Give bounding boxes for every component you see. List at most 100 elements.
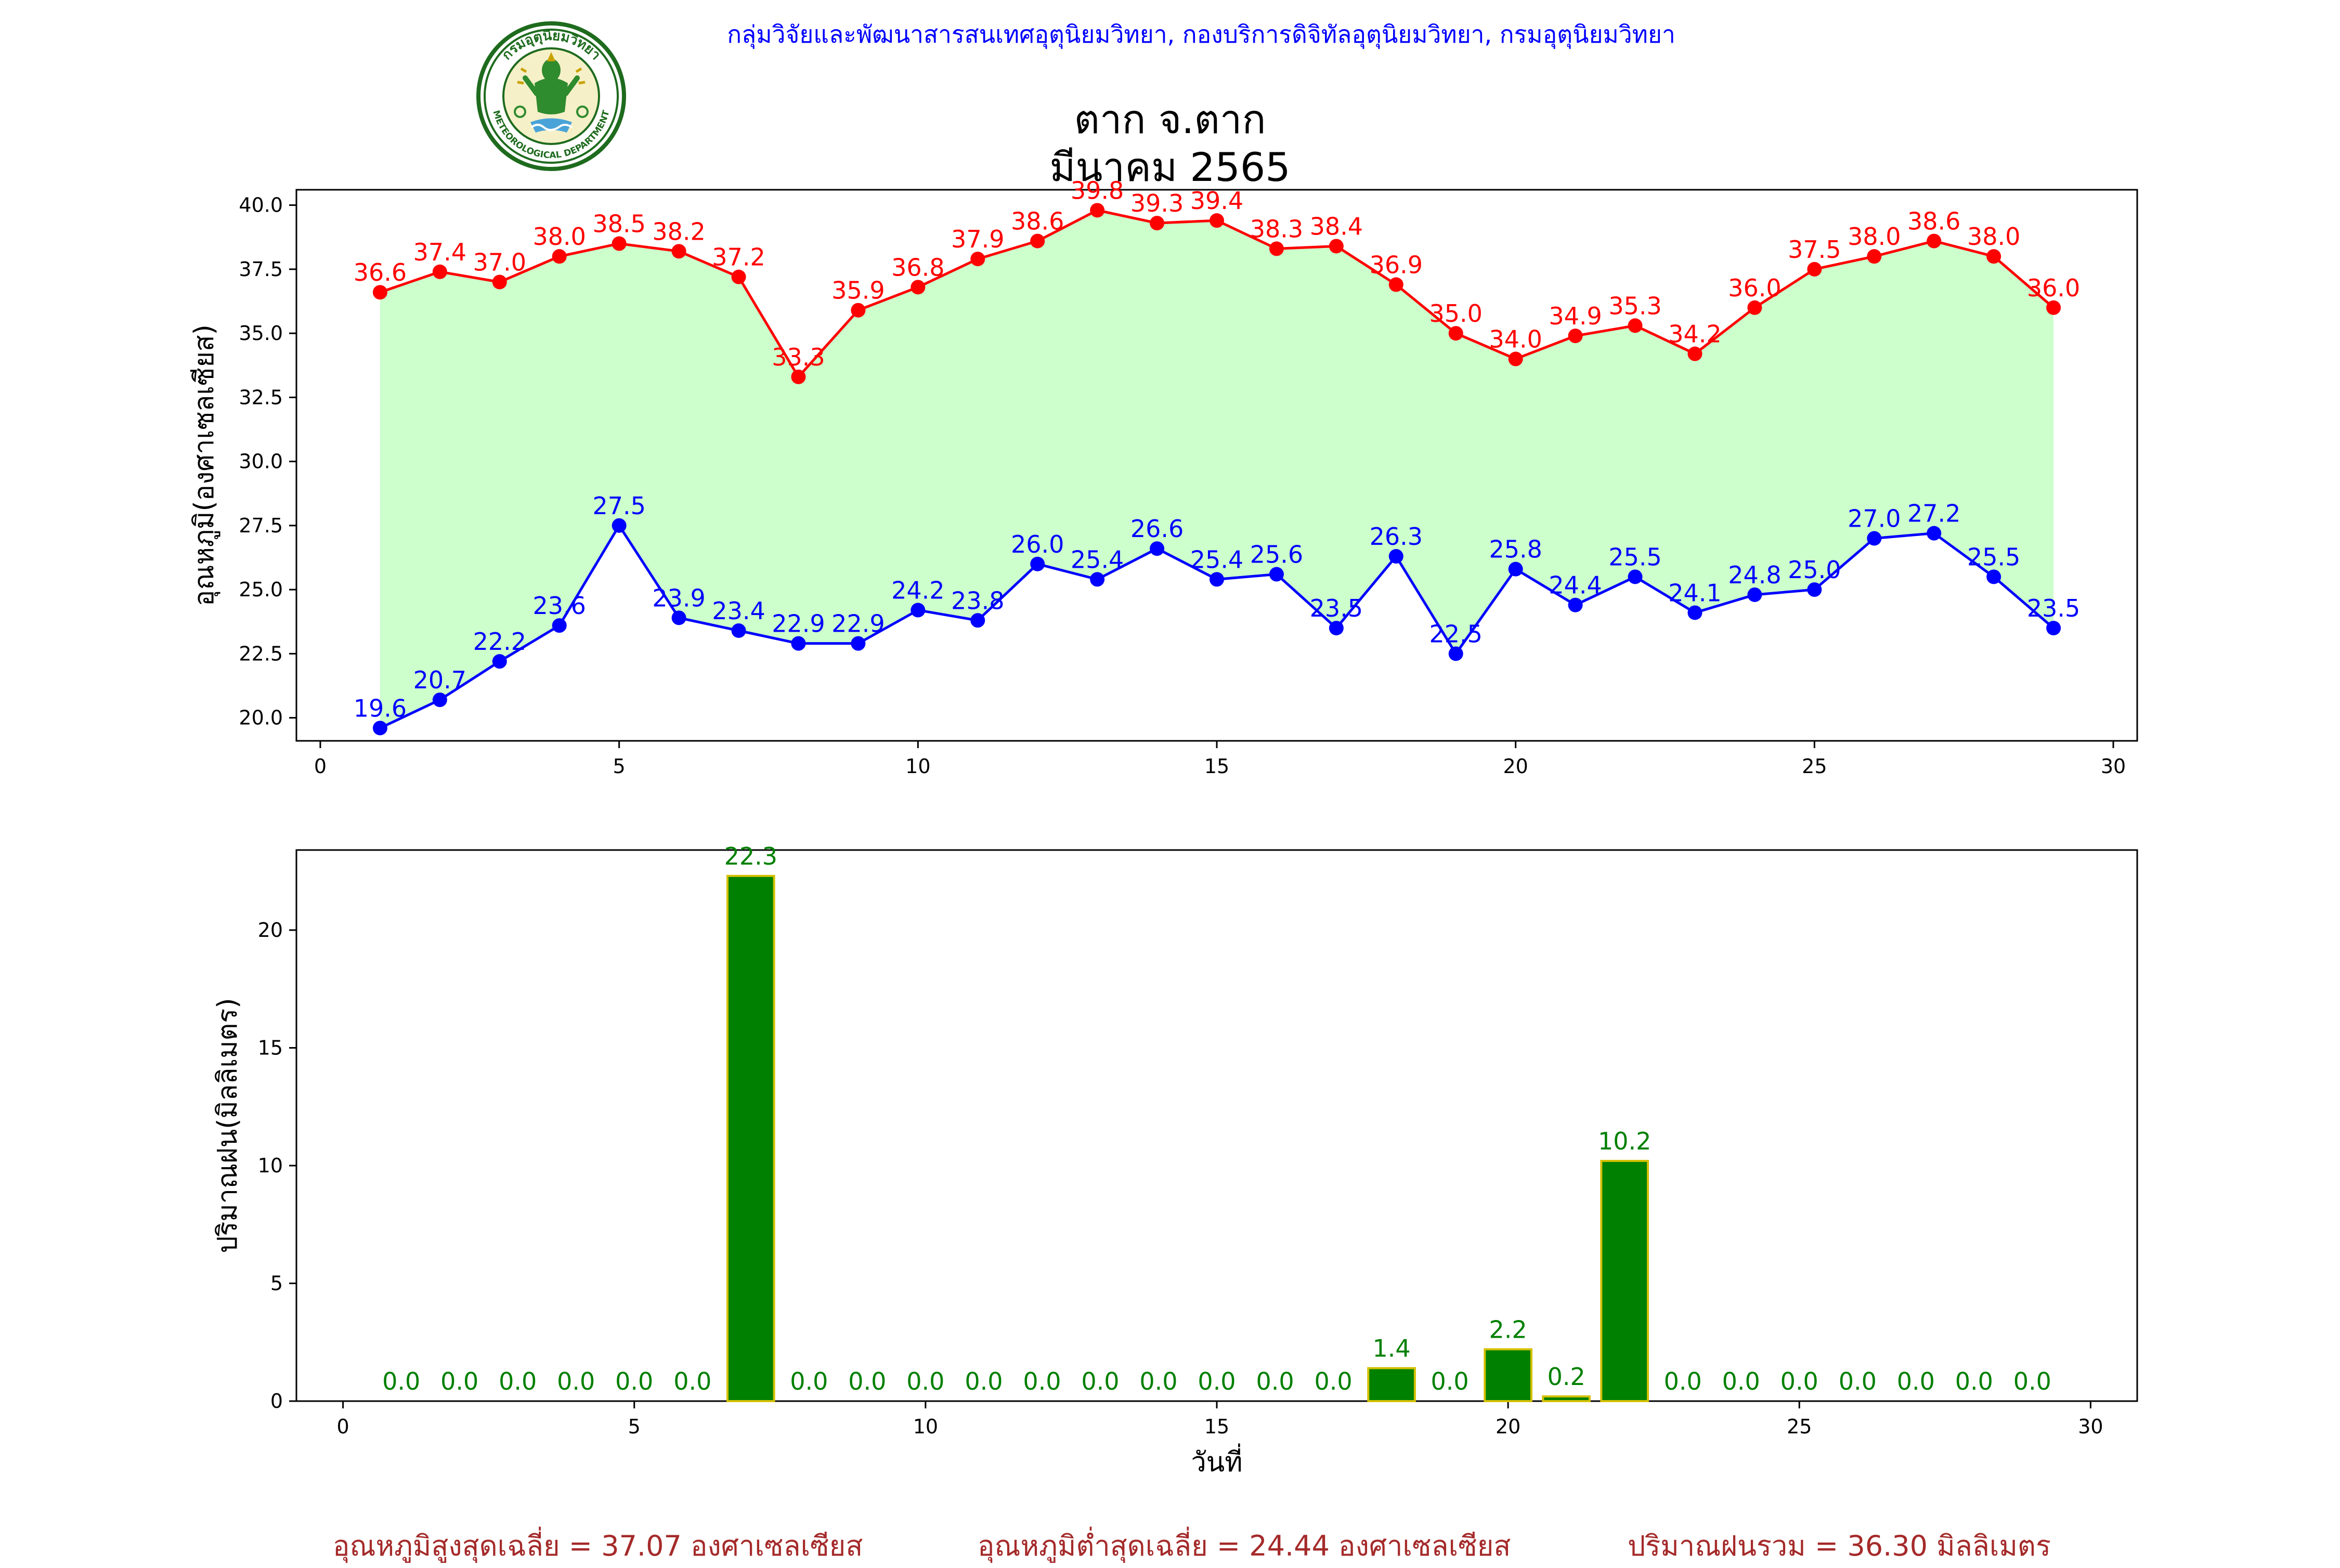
min-temp-data-label: 23.5 — [2027, 594, 2080, 622]
rainfall-x-tick-label: 25 — [1787, 1415, 1812, 1438]
temperature-y-tick-label: 35.0 — [239, 322, 283, 345]
max-temp-point — [1628, 318, 1643, 333]
rainfall-data-label: 0.0 — [2013, 1367, 2051, 1395]
min-temp-point — [1030, 556, 1045, 571]
min-temp-data-label: 26.0 — [1011, 530, 1064, 558]
footer-avg-min-temp: อุณหภูมิต่ำสุดเฉลี่ย = 24.44 องศาเซลเซีย… — [978, 1530, 1511, 1562]
min-temp-data-label: 25.8 — [1489, 535, 1542, 564]
min-temp-data-label: 24.4 — [1549, 571, 1602, 599]
rainfall-data-label: 0.0 — [1256, 1367, 1294, 1395]
max-temp-point — [1508, 351, 1523, 367]
max-temp-data-label: 37.9 — [951, 225, 1004, 253]
max-temp-data-label: 39.3 — [1130, 189, 1184, 217]
rainfall-data-label: 0.0 — [1664, 1367, 1702, 1395]
min-temp-data-label: 23.5 — [1310, 594, 1363, 622]
min-temp-data-label: 23.6 — [533, 592, 586, 620]
rainfall-bar — [1484, 1348, 1532, 1402]
min-temp-point — [791, 636, 806, 651]
min-temp-data-label: 25.4 — [1071, 545, 1124, 573]
min-temp-point — [671, 610, 686, 625]
min-temp-data-label: 27.2 — [1907, 500, 1960, 528]
max-temp-point — [1687, 346, 1702, 361]
max-temp-data-label: 38.6 — [1907, 207, 1960, 236]
max-temp-data-label: 34.2 — [1668, 320, 1721, 348]
min-temp-data-label: 26.3 — [1370, 522, 1423, 551]
rainfall-data-label: 0.0 — [965, 1367, 1003, 1395]
temperature-y-tick-label: 27.5 — [239, 514, 283, 537]
max-temp-data-label: 38.3 — [1250, 215, 1303, 243]
rainfall-data-label: 0.2 — [1548, 1363, 1585, 1391]
max-temp-data-label: 34.0 — [1489, 325, 1542, 353]
rainfall-data-label: 0.0 — [1780, 1367, 1818, 1395]
min-temp-point — [1628, 569, 1643, 584]
rainfall-data-label: 0.0 — [1955, 1367, 1993, 1395]
max-temp-data-label: 33.3 — [772, 343, 825, 371]
max-temp-data-label: 38.2 — [652, 217, 705, 245]
rainfall-data-label: 0.0 — [790, 1367, 828, 1395]
rainfall-bar — [1542, 1395, 1591, 1403]
rainfall-x-tick-label: 30 — [2078, 1415, 2103, 1438]
min-temp-point — [1986, 569, 2001, 584]
min-temp-point — [1867, 531, 1882, 546]
max-temp-point — [2046, 300, 2061, 315]
min-temp-point — [1090, 572, 1105, 587]
max-temp-data-label: 37.4 — [413, 238, 466, 266]
rainfall-y-tick-label: 0 — [270, 1390, 283, 1413]
max-temp-point — [911, 280, 926, 295]
rainfall-data-label: 22.3 — [724, 842, 777, 870]
max-temp-point — [1448, 326, 1463, 341]
min-temp-data-label: 22.9 — [831, 610, 885, 638]
min-temp-data-label: 24.8 — [1728, 561, 1781, 589]
rainfall-data-label: 0.0 — [499, 1367, 537, 1395]
max-temp-point — [1030, 233, 1045, 249]
rainfall-x-tick-label: 20 — [1496, 1415, 1520, 1438]
min-temp-point — [1150, 541, 1165, 556]
max-temp-data-label: 38.0 — [533, 223, 586, 251]
temperature-y-tick-label: 40.0 — [239, 194, 283, 217]
max-temp-data-label: 39.4 — [1190, 187, 1243, 215]
max-temp-point — [1568, 329, 1583, 344]
max-temp-data-label: 36.9 — [1370, 251, 1423, 279]
rainfall-y-axis-label: ปริมาณฝน(มิลลิเมตร) — [212, 998, 243, 1253]
max-temp-point — [492, 275, 507, 290]
min-temp-point — [970, 613, 985, 628]
max-temp-data-label: 38.0 — [1967, 223, 2020, 251]
min-temp-point — [432, 692, 447, 708]
temperature-x-tick-label: 5 — [613, 755, 626, 778]
min-temp-point — [911, 603, 926, 618]
rainfall-x-tick-label: 10 — [913, 1415, 938, 1438]
max-temp-data-label: 36.0 — [2027, 274, 2080, 302]
min-temp-point — [2046, 621, 2061, 636]
min-temp-point — [1388, 549, 1403, 564]
temperature-range-fill — [380, 210, 2054, 728]
rainfall-data-label: 0.0 — [1139, 1367, 1177, 1395]
rainfall-y-tick-label: 10 — [258, 1154, 283, 1177]
max-temp-point — [731, 269, 746, 284]
rainfall-x-axis-label: วันที่ — [1191, 1443, 1242, 1478]
min-temp-data-label: 24.1 — [1668, 579, 1721, 607]
min-temp-point — [1448, 646, 1463, 661]
min-temp-data-label: 23.8 — [951, 586, 1004, 615]
rainfall-data-label: 0.0 — [557, 1367, 595, 1395]
temperature-y-tick-label: 32.5 — [239, 386, 283, 409]
rainfall-data-label: 0.0 — [440, 1367, 478, 1395]
min-temp-data-label: 23.4 — [712, 597, 765, 625]
temperature-y-tick-label: 20.0 — [239, 707, 283, 729]
max-temp-data-label: 37.0 — [473, 248, 526, 276]
min-temp-data-label: 25.5 — [1967, 543, 2020, 571]
temperature-x-tick-label: 0 — [314, 755, 327, 778]
min-temp-point — [1269, 567, 1284, 582]
max-temp-data-label: 38.4 — [1310, 212, 1363, 240]
max-temp-point — [1927, 233, 1942, 249]
max-temp-point — [851, 303, 866, 318]
max-temp-data-label: 38.6 — [1011, 207, 1064, 236]
min-temp-point — [552, 618, 567, 633]
chart-title-month: มีนาคม 2565 — [1049, 144, 1291, 190]
max-temp-point — [612, 236, 627, 251]
min-temp-point — [372, 721, 387, 736]
min-temp-point — [1687, 605, 1702, 620]
max-temp-data-label: 37.5 — [1788, 236, 1841, 264]
rainfall-data-label: 0.0 — [1839, 1367, 1877, 1395]
rainfall-data-label: 0.0 — [1431, 1367, 1469, 1395]
rainfall-y-tick-label: 15 — [258, 1037, 283, 1060]
